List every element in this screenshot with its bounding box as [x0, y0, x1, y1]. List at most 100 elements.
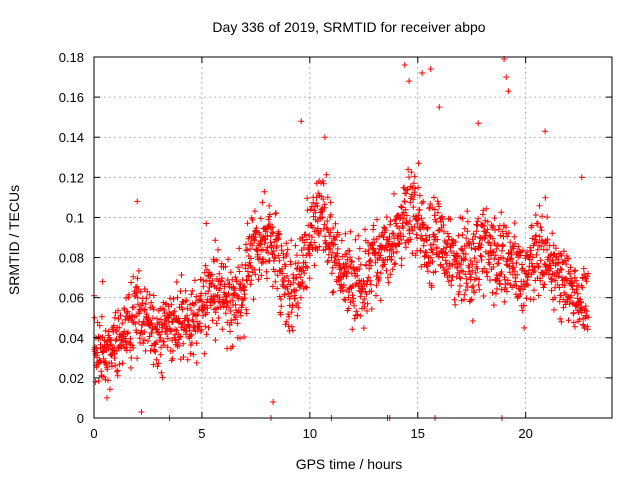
data-point	[188, 331, 195, 338]
data-point	[278, 247, 285, 254]
data-point	[360, 325, 367, 332]
data-point	[202, 323, 209, 330]
data-point	[527, 244, 534, 251]
data-point	[563, 261, 570, 268]
data-point	[411, 173, 418, 180]
data-point	[441, 228, 447, 235]
data-point	[493, 290, 499, 297]
data-point	[418, 200, 425, 207]
data-point	[487, 242, 494, 249]
data-point	[502, 224, 509, 231]
data-point	[274, 285, 281, 292]
data-point	[367, 281, 374, 288]
data-point	[267, 211, 273, 218]
data-point	[503, 230, 510, 237]
data-point	[226, 281, 233, 287]
data-point	[508, 251, 515, 258]
data-point	[427, 201, 434, 207]
data-point	[335, 256, 342, 263]
data-point	[188, 291, 195, 298]
data-point	[187, 350, 194, 357]
data-point	[346, 247, 353, 254]
data-point	[289, 304, 296, 310]
data-point	[533, 232, 539, 239]
data-point	[515, 243, 522, 250]
data-point	[399, 204, 405, 211]
data-point	[259, 199, 266, 206]
data-point	[429, 247, 435, 254]
data-point	[278, 303, 285, 310]
data-point	[266, 221, 273, 228]
data-point	[225, 290, 232, 297]
data-point	[218, 278, 225, 285]
data-point	[398, 236, 405, 243]
data-point	[416, 192, 423, 199]
data-point	[476, 286, 483, 293]
data-point	[327, 211, 334, 218]
data-point	[381, 261, 388, 268]
data-point	[169, 355, 176, 362]
data-point	[113, 336, 120, 343]
data-point	[583, 278, 590, 285]
data-point	[574, 290, 581, 297]
data-point	[209, 277, 216, 284]
data-point	[205, 324, 212, 331]
data-point	[551, 306, 557, 313]
data-point	[576, 316, 583, 323]
data-point	[324, 194, 331, 201]
data-point	[171, 331, 178, 338]
data-point	[432, 206, 438, 213]
data-point	[563, 253, 570, 259]
data-point	[304, 195, 311, 202]
data-point	[524, 249, 531, 255]
data-point	[390, 190, 397, 197]
data-point	[288, 309, 295, 316]
data-point	[544, 214, 551, 221]
data-point	[364, 300, 371, 307]
data-point	[484, 218, 491, 225]
data-point	[116, 361, 123, 368]
axis-ticks	[93, 56, 612, 419]
data-point	[178, 272, 185, 278]
data-point	[495, 226, 502, 233]
data-point	[116, 324, 123, 331]
data-point	[506, 263, 513, 270]
data-point	[119, 320, 126, 327]
data-point	[241, 334, 247, 340]
data-point	[491, 255, 498, 262]
data-point	[152, 348, 159, 355]
data-point	[512, 278, 519, 285]
data-point	[227, 269, 234, 276]
data-point	[535, 263, 542, 270]
data-point	[345, 305, 352, 312]
data-point	[148, 330, 155, 336]
data-point	[573, 277, 580, 284]
data-point	[549, 257, 556, 263]
data-point	[498, 269, 505, 275]
data-point	[288, 323, 295, 330]
data-point	[155, 360, 162, 367]
data-point	[572, 267, 579, 274]
data-point	[125, 329, 131, 336]
data-point	[101, 342, 108, 349]
data-point	[505, 88, 512, 95]
data-point	[323, 171, 330, 178]
data-point	[239, 302, 246, 309]
data-point	[283, 318, 290, 325]
data-point	[301, 239, 308, 246]
data-point	[247, 281, 254, 288]
data-point	[417, 226, 424, 233]
data-point	[258, 272, 265, 279]
data-point	[134, 355, 141, 362]
data-point	[529, 254, 536, 261]
data-point	[179, 321, 186, 327]
data-point	[227, 328, 233, 335]
data-point	[472, 269, 479, 276]
grid-lines	[94, 57, 612, 418]
data-point	[567, 270, 573, 277]
data-point	[253, 229, 260, 235]
data-point	[558, 252, 565, 259]
data-point	[193, 340, 200, 347]
data-point	[557, 265, 564, 272]
data-point	[416, 207, 423, 214]
